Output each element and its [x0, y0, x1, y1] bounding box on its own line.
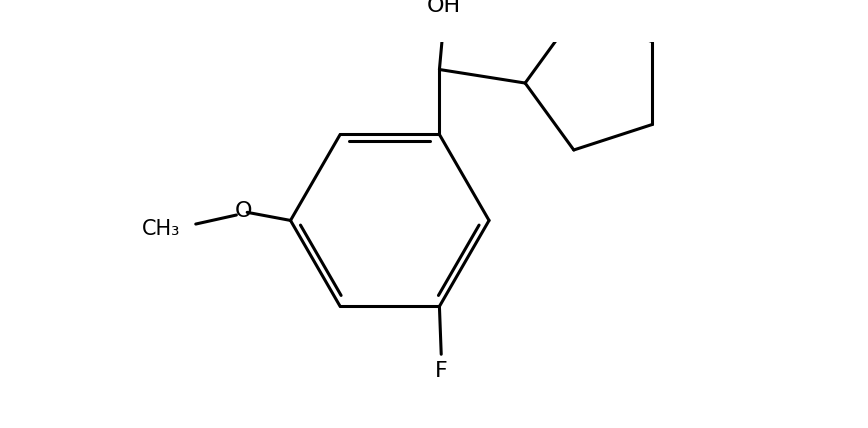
Text: O: O: [235, 202, 253, 221]
Text: OH: OH: [427, 0, 461, 16]
Text: F: F: [435, 360, 448, 380]
Text: CH₃: CH₃: [142, 220, 181, 240]
